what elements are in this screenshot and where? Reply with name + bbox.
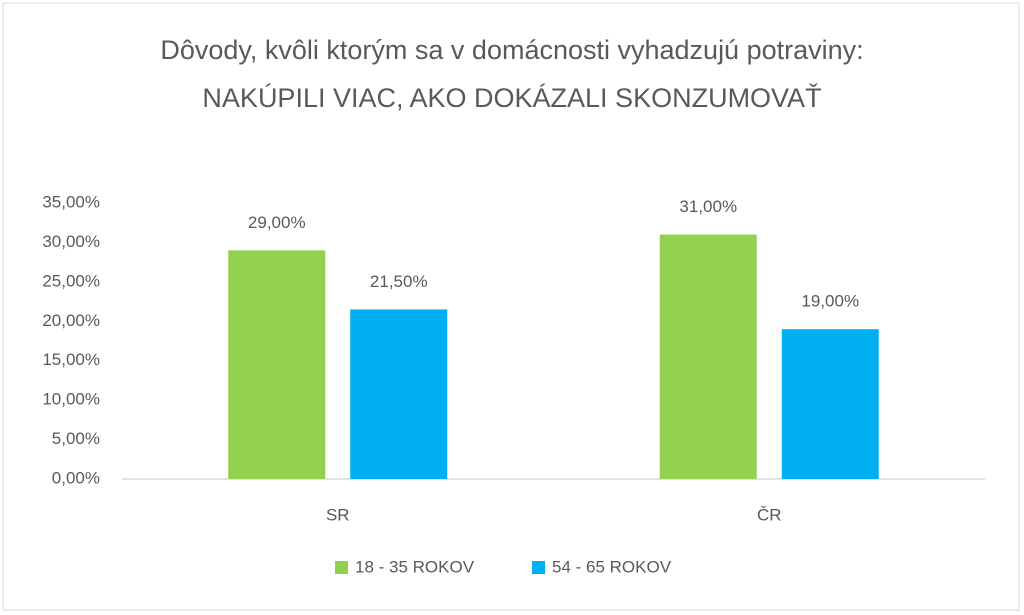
y-tick-label: 0,00% xyxy=(52,468,100,487)
y-tick-label: 10,00% xyxy=(42,390,100,409)
data-label: 21,50% xyxy=(370,272,428,291)
legend-swatch xyxy=(335,561,348,574)
bar xyxy=(228,250,326,479)
chart-title: Dôvody, kvôli ktorým sa v domácnosti vyh… xyxy=(160,35,864,113)
data-label: 29,00% xyxy=(248,213,306,232)
y-tick-label: 35,00% xyxy=(42,192,100,211)
bar xyxy=(350,309,448,479)
y-tick-label: 5,00% xyxy=(52,429,100,448)
bar xyxy=(659,234,757,479)
data-label: 31,00% xyxy=(679,197,737,216)
y-tick-label: 20,00% xyxy=(42,311,100,330)
bar xyxy=(781,329,879,479)
legend-label: 54 - 65 ROKOV xyxy=(552,557,672,576)
x-tick-label: ČR xyxy=(757,505,782,524)
y-tick-label: 30,00% xyxy=(42,232,100,251)
y-tick-label: 15,00% xyxy=(42,350,100,369)
y-tick-label: 25,00% xyxy=(42,271,100,290)
legend-label: 18 - 35 ROKOV xyxy=(355,557,475,576)
legend-swatch xyxy=(532,561,545,574)
x-tick-label: SR xyxy=(326,505,350,524)
data-label: 19,00% xyxy=(801,292,859,311)
